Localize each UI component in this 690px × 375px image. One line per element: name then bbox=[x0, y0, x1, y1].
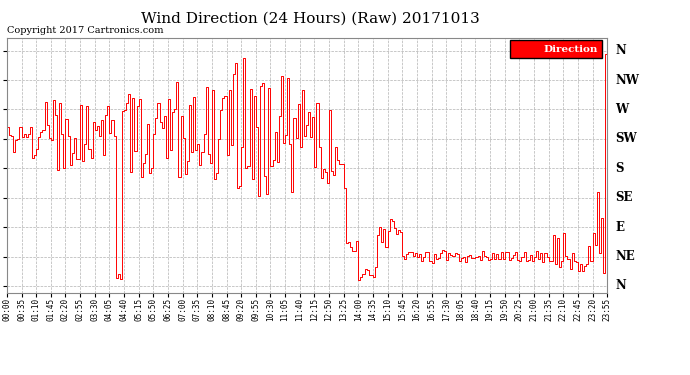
Text: E: E bbox=[615, 220, 624, 234]
Text: Wind Direction (24 Hours) (Raw) 20171013: Wind Direction (24 Hours) (Raw) 20171013 bbox=[141, 11, 480, 25]
Text: NW: NW bbox=[615, 74, 640, 87]
Text: N: N bbox=[615, 279, 627, 292]
Text: NE: NE bbox=[615, 250, 635, 263]
Text: SE: SE bbox=[615, 191, 633, 204]
Text: S: S bbox=[615, 162, 624, 175]
Text: W: W bbox=[615, 103, 629, 116]
Text: N: N bbox=[615, 44, 627, 57]
Text: Copyright 2017 Cartronics.com: Copyright 2017 Cartronics.com bbox=[7, 26, 164, 35]
Legend: Direction: Direction bbox=[510, 40, 602, 58]
Text: SW: SW bbox=[615, 132, 638, 146]
